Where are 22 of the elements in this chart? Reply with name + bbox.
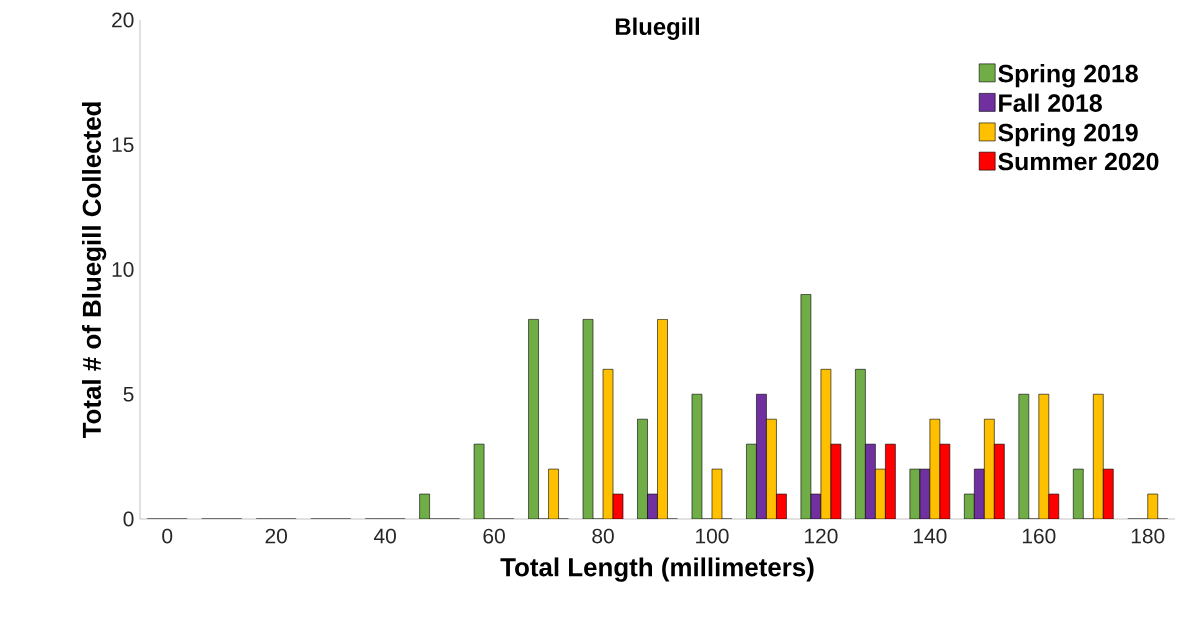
x-tick-label: 80 [592, 528, 614, 544]
x-tick-label: 120 [805, 528, 838, 544]
legend-label: Fall 2018 [999, 93, 1102, 112]
chart-title: Bluegill [615, 17, 699, 40]
y-tick-label: 0 [123, 511, 134, 527]
y-tick-label: 15 [112, 137, 134, 153]
legend-label: Spring 2018 [998, 64, 1138, 88]
x-tick-label: 140 [914, 528, 947, 544]
x-axis-title: Total Length (millimeters) [500, 557, 814, 582]
x-tick-label: 20 [265, 528, 287, 544]
y-tick-label: 5 [123, 386, 134, 402]
x-tick-label: 180 [1131, 528, 1165, 544]
x-tick-label: 0 [162, 528, 173, 544]
y-tick-label: 20 [112, 12, 134, 28]
x-tick-label: 60 [483, 528, 505, 544]
y-axis-title: Total # of Bluegill Collected [81, 102, 107, 439]
x-tick-label: 160 [1022, 528, 1056, 544]
legend-label: Summer 2020 [998, 152, 1159, 171]
legend-label: Spring 2019 [998, 123, 1138, 147]
y-tick-label: 10 [112, 262, 134, 277]
x-tick-label: 100 [696, 528, 729, 544]
x-tick-label: 40 [373, 528, 396, 544]
